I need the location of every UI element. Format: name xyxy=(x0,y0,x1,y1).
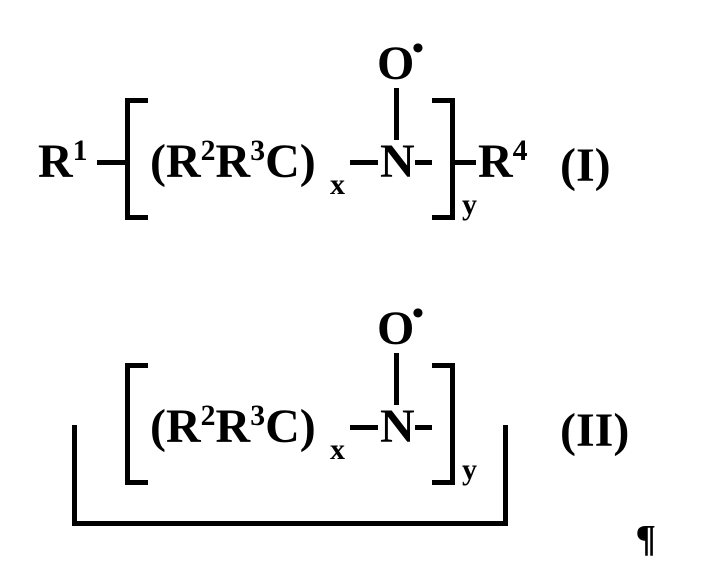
subscript-y-I: y xyxy=(462,190,477,220)
formula-II: (R2R3C) x N O • y (II) xyxy=(0,285,708,545)
bracket-right-I xyxy=(432,98,455,220)
formula-I-row: R1 (R2R3C) x N O • y R4 (I) xyxy=(0,20,708,230)
radical-dot-I: • xyxy=(412,30,424,68)
group-R1: R1 xyxy=(38,138,88,186)
formula-label-I: (I) xyxy=(560,138,611,193)
bracket-left-I xyxy=(125,98,148,220)
cycle-ring-II xyxy=(72,425,508,526)
oxygen-I: O xyxy=(377,40,414,88)
bond-N-O-II xyxy=(394,353,399,405)
bond-C-N-I xyxy=(350,160,378,165)
bond-bracket-R4 xyxy=(452,160,476,165)
repeat-unit-I: (R2R3C) xyxy=(150,138,316,186)
formula-label-II: (II) xyxy=(560,403,629,458)
formula-II-row: (R2R3C) x N O • y (II) xyxy=(0,285,708,545)
nitrogen-I: N xyxy=(380,138,415,186)
oxygen-II: O xyxy=(377,305,414,353)
bond-R1-bracket xyxy=(97,160,125,165)
subscript-x-I: x xyxy=(330,170,345,200)
formula-I: R1 (R2R3C) x N O • y R4 (I) xyxy=(0,20,708,230)
bond-N-O-I xyxy=(394,88,399,140)
group-R4: R4 xyxy=(478,138,528,186)
pilcrow-mark: ¶ xyxy=(635,517,656,561)
bond-N-bracket-I xyxy=(415,160,432,165)
radical-dot-II: • xyxy=(412,295,424,333)
